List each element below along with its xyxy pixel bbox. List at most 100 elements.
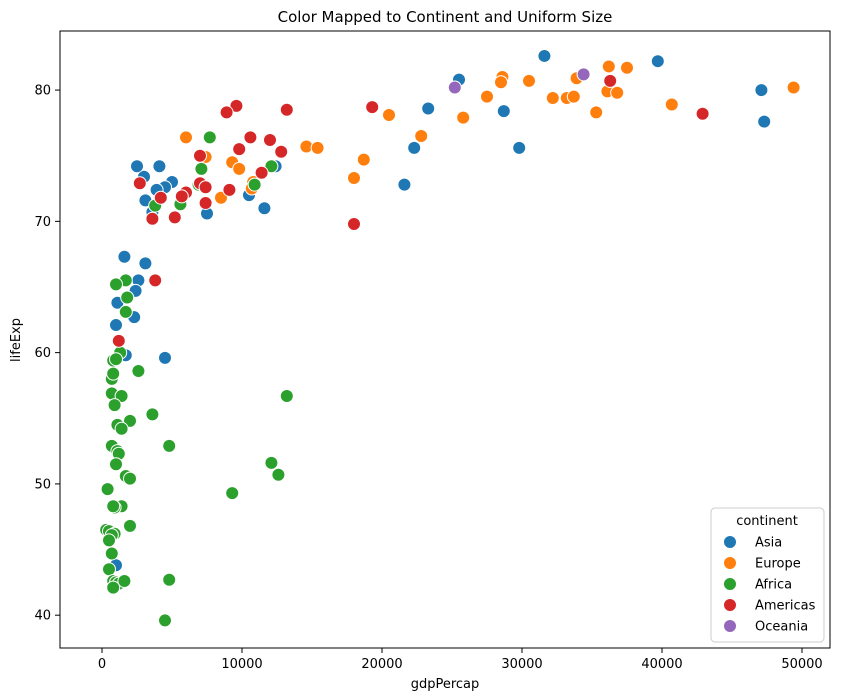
point-americas (229, 98, 244, 113)
point-americas (198, 195, 213, 210)
y-tick-label: 40 (34, 609, 51, 624)
point-americas (153, 190, 168, 205)
legend-marker-asia (723, 535, 737, 549)
point-africa (109, 352, 123, 367)
point-asia (650, 54, 665, 69)
point-europe (522, 73, 536, 88)
point-asia (754, 83, 769, 98)
legend: continent Asia Europe Africa Americas Oceani… (710, 507, 825, 643)
legend-items: Asia Europe Africa Americas Oceania (723, 535, 816, 635)
point-africa (120, 290, 135, 305)
point-asia (257, 201, 272, 216)
point-africa (271, 467, 286, 482)
x-tick-label: 30000 (501, 657, 542, 672)
point-europe (347, 171, 361, 186)
point-americas (243, 130, 258, 145)
point-africa (194, 161, 209, 176)
point-asia (158, 350, 172, 365)
point-europe (494, 75, 508, 90)
chart-title: Color Mapped to Continent and Uniform Si… (278, 8, 613, 26)
point-europe (601, 59, 616, 74)
point-americas (145, 211, 160, 226)
y-tick-label: 50 (34, 477, 51, 492)
point-americas (111, 333, 126, 348)
point-africa (109, 277, 123, 292)
point-americas (232, 142, 247, 157)
point-oceania (576, 67, 591, 82)
point-americas (279, 102, 294, 117)
y-tick-label: 80 (34, 84, 51, 99)
point-asia (117, 249, 132, 264)
point-africa (123, 518, 137, 533)
legend-title: continent (736, 514, 798, 529)
point-europe (179, 130, 193, 145)
point-europe (620, 60, 634, 75)
point-europe (232, 161, 247, 176)
point-europe (356, 152, 371, 167)
y-tick-label: 60 (34, 346, 51, 361)
axis-ticks: 0 10000 20000 30000 40000 50000 40 50 60 70 80 (34, 84, 822, 672)
point-americas (695, 106, 710, 121)
point-americas (263, 132, 277, 147)
point-africa (109, 457, 123, 472)
point-europe (545, 90, 560, 105)
point-africa (247, 177, 262, 192)
point-americas (603, 73, 618, 88)
point-africa (158, 613, 172, 628)
legend-label-oceania: Oceania (755, 620, 808, 635)
point-americas (174, 189, 189, 204)
point-africa (145, 407, 160, 422)
legend-label-americas: Americas (755, 599, 816, 614)
point-americas (132, 176, 147, 191)
point-asia (512, 140, 527, 155)
point-africa (123, 471, 137, 486)
point-africa (106, 499, 121, 514)
x-tick-label: 0 (98, 657, 106, 672)
legend-marker-africa (723, 577, 737, 591)
point-europe (786, 80, 801, 95)
data-points (99, 48, 801, 628)
point-africa (264, 455, 279, 470)
x-tick-label: 20000 (361, 657, 402, 672)
point-asia (152, 159, 167, 174)
point-americas (254, 165, 269, 180)
point-asia (130, 159, 144, 174)
point-africa (102, 533, 116, 548)
point-americas (167, 210, 182, 225)
point-asia (407, 140, 422, 155)
point-europe (382, 108, 396, 123)
point-africa (202, 130, 217, 145)
legend-label-africa: Africa (755, 578, 792, 593)
legend-marker-europe (723, 556, 737, 570)
point-africa (162, 572, 177, 587)
legend-label-asia: Asia (755, 536, 782, 551)
point-africa (131, 364, 146, 379)
point-africa (117, 574, 132, 589)
point-asia (138, 256, 153, 271)
point-europe (664, 97, 679, 112)
point-americas (274, 144, 289, 159)
plot-area-frame (59, 30, 831, 649)
point-americas (365, 100, 380, 115)
point-europe (589, 105, 604, 120)
x-tick-label: 40000 (641, 657, 682, 672)
point-asia (496, 104, 511, 119)
point-americas (198, 180, 213, 195)
point-africa (100, 482, 115, 497)
point-africa (106, 366, 121, 381)
point-europe (310, 140, 325, 155)
point-africa (104, 546, 119, 561)
point-africa (118, 304, 133, 319)
point-africa (225, 486, 240, 501)
point-africa (279, 388, 294, 403)
point-europe (414, 129, 429, 144)
point-africa (264, 159, 279, 174)
point-asia (397, 177, 412, 192)
legend-marker-americas (723, 598, 737, 612)
point-americas (148, 273, 163, 288)
x-axis-label: gdpPercap (411, 677, 480, 692)
point-europe (480, 89, 494, 104)
point-europe (610, 85, 625, 100)
point-africa (106, 580, 121, 595)
